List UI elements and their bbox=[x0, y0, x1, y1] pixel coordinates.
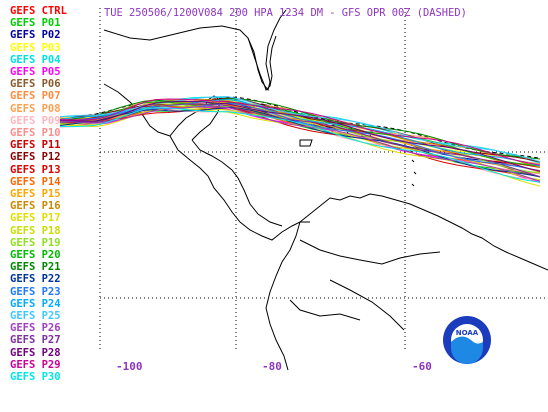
legend-item: GEFS P23 bbox=[10, 285, 61, 298]
graticule bbox=[99, 8, 548, 350]
legend-item: GEFS P21 bbox=[10, 261, 61, 274]
legend-item: GEFS P18 bbox=[10, 224, 61, 237]
legend-item: GEFS P22 bbox=[10, 273, 61, 286]
contour-line bbox=[59, 107, 541, 182]
legend-item: GEFS P05 bbox=[10, 66, 61, 78]
legend-item: GEFS P10 bbox=[10, 127, 61, 139]
legend-item: GEFS P16 bbox=[10, 200, 61, 213]
legend-item: GEFS P28 bbox=[10, 346, 61, 359]
legend-item: GEFS P04 bbox=[10, 53, 61, 66]
contour-line bbox=[59, 100, 541, 172]
contour-line bbox=[59, 98, 541, 167]
legend-item: GEFS P20 bbox=[10, 249, 61, 261]
legend-item: GEFS P06 bbox=[10, 78, 61, 91]
legend-item: GEFS P30 bbox=[10, 371, 61, 383]
longitude-label-60w: -60 bbox=[412, 360, 432, 373]
legend-item: GEFS P12 bbox=[10, 151, 61, 164]
contour-line bbox=[59, 107, 541, 183]
legend-item: GEFS CTRL bbox=[10, 5, 67, 17]
contour-line bbox=[59, 102, 541, 172]
legend-item: GEFS P08 bbox=[10, 102, 61, 115]
longitude-label-80w: -80 bbox=[262, 360, 282, 373]
contour-line bbox=[59, 103, 541, 178]
legend-item: GEFS P19 bbox=[10, 236, 61, 249]
coastlines bbox=[103, 9, 548, 371]
legend-item: GEFS P07 bbox=[10, 90, 61, 103]
legend-item: GEFS P17 bbox=[10, 212, 61, 225]
contour-line bbox=[59, 96, 541, 163]
legend-item: GEFS P01 bbox=[10, 17, 61, 30]
chart-title: TUE 250506/1200V084 200 HPA 1234 DM - GF… bbox=[104, 7, 467, 19]
legend-item: GEFS P09 bbox=[10, 114, 61, 127]
legend-item: GEFS P14 bbox=[10, 175, 61, 188]
legend-item: GEFS P15 bbox=[10, 188, 61, 200]
legend-item: GEFS P24 bbox=[10, 297, 61, 310]
longitude-label-100w: -100 bbox=[116, 360, 143, 373]
logo-text: NOAA bbox=[456, 329, 479, 337]
legend-item: GEFS P25 bbox=[10, 310, 61, 322]
legend-item: GEFS P03 bbox=[10, 41, 61, 54]
legend-item: GEFS P13 bbox=[10, 163, 61, 176]
legend-item: GEFS P02 bbox=[10, 29, 61, 42]
legend-item: GEFS P11 bbox=[10, 139, 61, 152]
ensemble-contours bbox=[59, 96, 541, 187]
contour-line bbox=[59, 98, 541, 166]
legend-item: GEFS P26 bbox=[10, 322, 61, 335]
legend-item: GEFS P29 bbox=[10, 358, 61, 371]
noaa-logo: NOAA bbox=[443, 316, 491, 364]
legend-item: GEFS P27 bbox=[10, 334, 61, 347]
